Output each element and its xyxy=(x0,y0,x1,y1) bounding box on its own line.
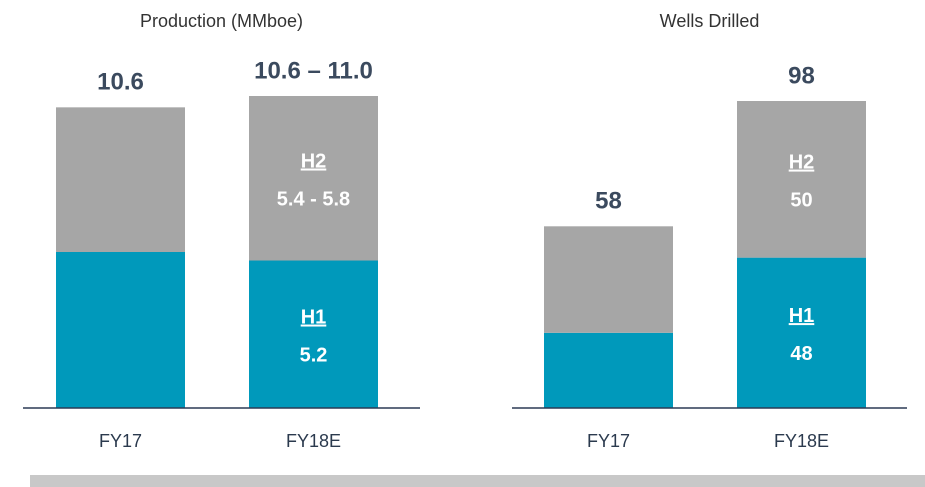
segment-value-label: 5.2 xyxy=(300,345,328,367)
bar-segment xyxy=(249,96,378,261)
x-tick-label: FY17 xyxy=(99,431,142,451)
x-tick-label: FY17 xyxy=(587,431,630,451)
bar-segment xyxy=(737,101,866,258)
segment-name: H2 xyxy=(789,152,815,174)
total-label: 58 xyxy=(595,188,622,215)
segment-value-label: 50 xyxy=(790,190,812,212)
bar-segment xyxy=(56,107,185,252)
x-tick-label: FY18E xyxy=(286,431,341,451)
segment-value-label: 48 xyxy=(790,343,812,365)
bar-segment xyxy=(249,260,378,408)
segment-name: H2 xyxy=(301,151,327,173)
bar-segment xyxy=(544,332,673,408)
total-label: 10.6 xyxy=(97,69,144,96)
x-tick-label: FY18E xyxy=(774,431,829,451)
total-label: 98 xyxy=(788,62,815,89)
segment-name: H1 xyxy=(301,307,327,329)
segment-name: H1 xyxy=(789,305,815,327)
bar-segment xyxy=(544,226,673,333)
bar-segment xyxy=(56,252,185,408)
segment-value-label: 5.4 - 5.8 xyxy=(277,189,350,211)
total-label: 10.6 – 11.0 xyxy=(254,57,373,84)
footer-bar xyxy=(30,475,925,487)
bar-segment xyxy=(737,257,866,408)
chart-title: Wells Drilled xyxy=(660,11,760,31)
chart-title: Production (MMboe) xyxy=(140,11,303,31)
